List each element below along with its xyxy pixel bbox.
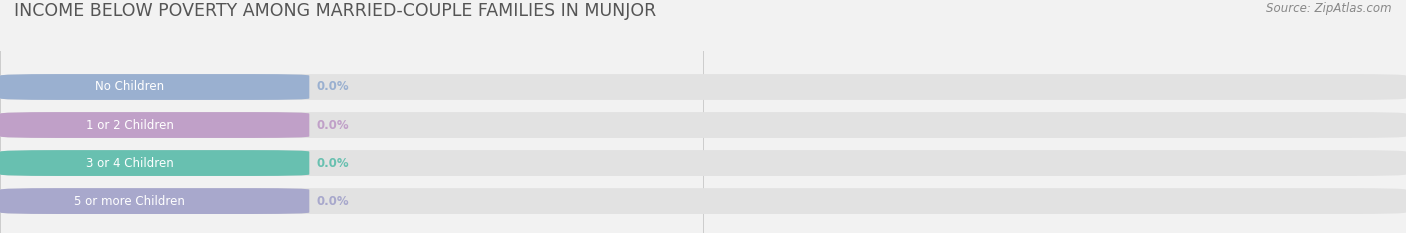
FancyBboxPatch shape [0,74,1406,100]
FancyBboxPatch shape [0,188,1406,214]
FancyBboxPatch shape [0,112,309,138]
FancyBboxPatch shape [0,74,309,100]
Text: No Children: No Children [96,80,165,93]
FancyBboxPatch shape [0,112,1406,138]
Text: Source: ZipAtlas.com: Source: ZipAtlas.com [1267,2,1392,15]
FancyBboxPatch shape [0,150,309,176]
Text: 0.0%: 0.0% [316,157,349,170]
Text: 3 or 4 Children: 3 or 4 Children [86,157,174,170]
Text: 5 or more Children: 5 or more Children [75,195,186,208]
Text: INCOME BELOW POVERTY AMONG MARRIED-COUPLE FAMILIES IN MUNJOR: INCOME BELOW POVERTY AMONG MARRIED-COUPL… [14,2,657,20]
FancyBboxPatch shape [0,188,309,214]
FancyBboxPatch shape [0,150,1406,176]
Text: 0.0%: 0.0% [316,119,349,131]
Text: 1 or 2 Children: 1 or 2 Children [86,119,174,131]
Text: 0.0%: 0.0% [316,195,349,208]
Text: 0.0%: 0.0% [316,80,349,93]
